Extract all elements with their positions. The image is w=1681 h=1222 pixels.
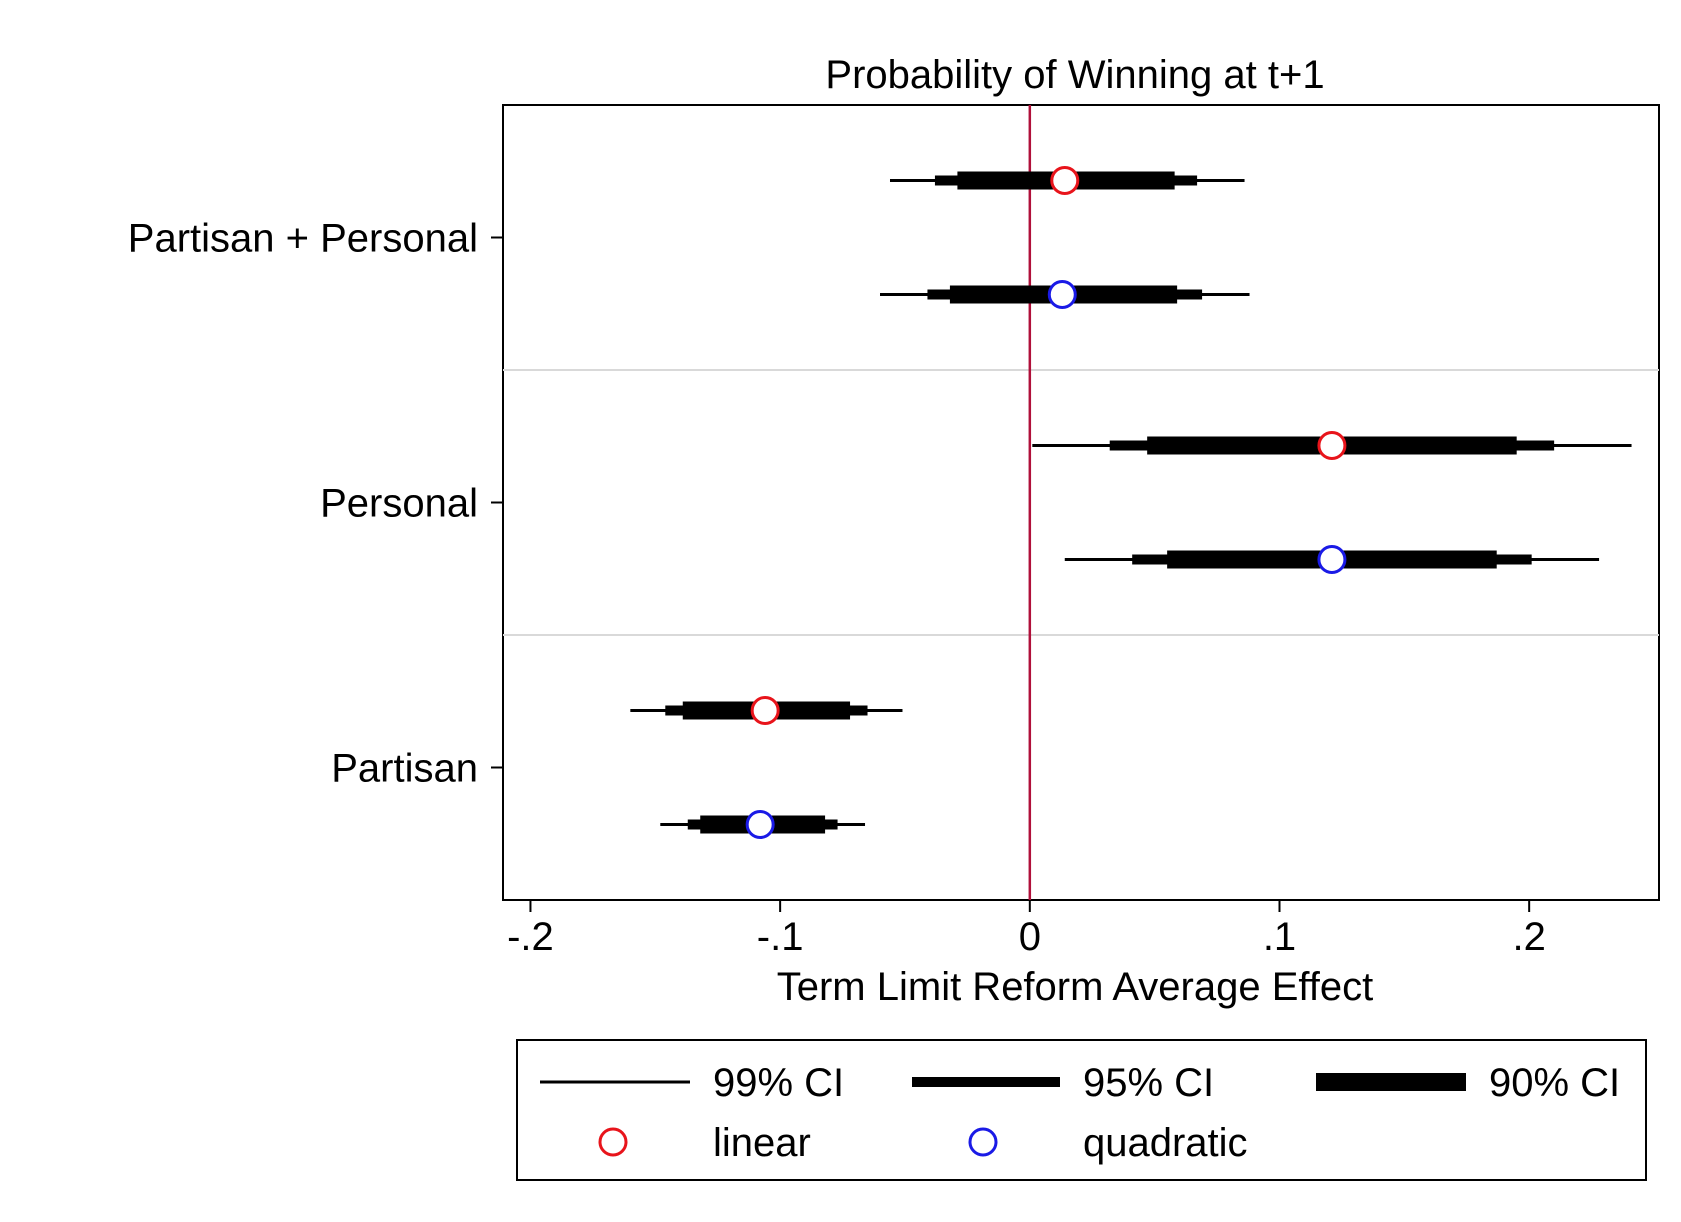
y-axis-categories: Partisan + Personal Personal Partisan <box>128 217 503 791</box>
legend: 99% CI 95% CI 90% CI linear quadratic <box>516 1039 1647 1181</box>
legend-ci99-label: 99% CI <box>713 1061 844 1105</box>
y-category-label: Personal <box>320 482 478 526</box>
plot-area <box>502 104 1660 901</box>
x-tick-label: 0 <box>1019 915 1041 959</box>
legend-ci90-label: 90% CI <box>1489 1061 1620 1105</box>
x-tick-label: -.1 <box>757 915 804 959</box>
legend-linear-marker <box>598 1127 628 1157</box>
x-tick-label: .2 <box>1512 915 1545 959</box>
linear-estimate-marker <box>1317 431 1347 460</box>
legend-box <box>516 1039 1647 1181</box>
linear-estimate-marker <box>1050 166 1080 195</box>
legend-ci95-label: 95% CI <box>1083 1061 1214 1105</box>
quadratic-estimate-marker <box>1047 280 1077 309</box>
legend-quadratic-label: quadratic <box>1083 1121 1248 1165</box>
plot-frame <box>502 104 1660 901</box>
linear-estimate-marker <box>750 696 780 725</box>
x-tick-label: -.2 <box>507 915 554 959</box>
y-category-label: Partisan + Personal <box>128 217 478 261</box>
quadratic-estimate-marker <box>745 810 775 839</box>
y-category-label: Partisan <box>331 747 478 791</box>
legend-quadratic-marker <box>968 1127 998 1157</box>
chart-title: Probability of Winning at t+1 <box>825 53 1324 97</box>
x-axis-label: Term Limit Reform Average Effect <box>777 965 1374 1009</box>
x-tick-label: .1 <box>1263 915 1296 959</box>
x-axis-ticks: -.2 -.1 0 .1 .2 <box>507 900 1546 959</box>
quadratic-estimate-marker <box>1317 545 1347 574</box>
legend-linear-label: linear <box>713 1121 811 1165</box>
